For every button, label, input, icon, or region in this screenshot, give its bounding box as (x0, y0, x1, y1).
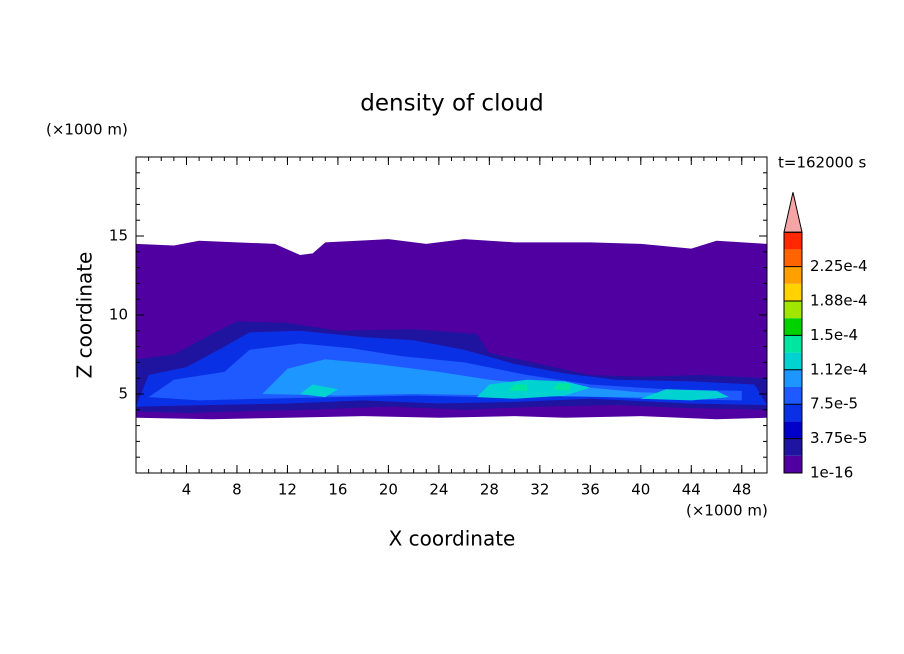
contour-region (300, 384, 338, 398)
colorbar-band (784, 283, 802, 301)
x-tick-label: 20 (379, 481, 398, 499)
colorbar-band (784, 369, 802, 387)
chart-title: density of cloud (360, 91, 543, 117)
x-tick-label: 36 (581, 481, 600, 499)
y-axis-label: Z coordinate (73, 252, 97, 379)
y-unit: (×1000 m) (46, 121, 128, 139)
x-unit: (×1000 m) (686, 502, 768, 520)
colorbar-label: 1.12e-4 (810, 360, 868, 378)
colorbar-band (784, 301, 802, 319)
colorbar-band (784, 404, 802, 422)
x-tick-label: 44 (682, 481, 701, 499)
colorbar-band (784, 438, 802, 456)
colorbar-label: 1.5e-4 (810, 326, 858, 344)
colorbar-label: 3.75e-5 (810, 429, 868, 447)
contour-region (640, 389, 730, 401)
colorbar-extension (783, 192, 803, 233)
time-annotation: t=162000 s (778, 154, 866, 172)
y-tick-label: 5 (118, 385, 128, 403)
x-tick-label: 28 (480, 481, 499, 499)
colorbar-band (784, 352, 802, 370)
y-tick-label: 15 (109, 227, 128, 245)
colorbar-band (784, 421, 802, 439)
colorbar-band (784, 387, 802, 405)
colorbar-band (784, 318, 802, 336)
colorbar-band (784, 455, 802, 473)
contour-region (508, 384, 528, 391)
colorbar-band (784, 266, 802, 284)
colorbar-label: 1e-16 (810, 464, 853, 482)
x-tick-label: 4 (182, 481, 192, 499)
contour-region (262, 359, 717, 399)
x-tick-label: 32 (530, 481, 549, 499)
colorbar-band (784, 249, 802, 267)
colorbar-band (784, 232, 802, 250)
colorbar-label: 7.5e-5 (810, 395, 858, 413)
x-tick-label: 24 (429, 481, 448, 499)
x-tick-label: 40 (631, 481, 650, 499)
y-tick-label: 10 (109, 306, 128, 324)
x-tick-label: 16 (328, 481, 347, 499)
x-tick-label: 12 (278, 481, 297, 499)
contour-region (552, 382, 572, 391)
x-tick-label: 8 (232, 481, 242, 499)
x-axis-label: X coordinate (389, 527, 516, 551)
colorbar-label: 2.25e-4 (810, 257, 868, 275)
colorbar-label: 1.88e-4 (810, 292, 868, 310)
x-tick-label: 48 (732, 481, 751, 499)
colorbar-band (784, 335, 802, 353)
